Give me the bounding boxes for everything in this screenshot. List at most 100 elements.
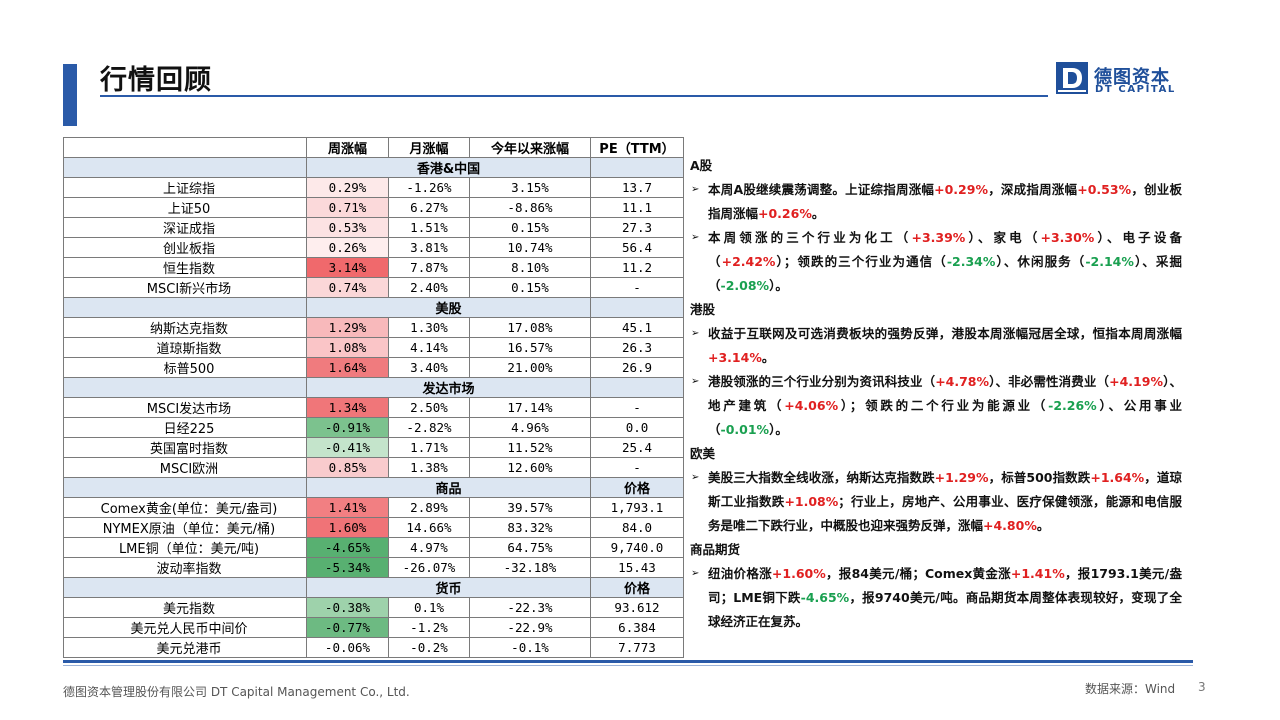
bullet-arrow-icon: ➢ (691, 328, 700, 339)
table-row: 恒生指数 3.14% 7.87% 8.10% 11.2 (63, 257, 684, 278)
monthly-change-cell: -26.07% (388, 557, 470, 578)
ytd-change-cell: 16.57% (469, 337, 591, 358)
row-name-cell: MSCI发达市场 (63, 397, 307, 418)
row-name-cell: 美元兑港币 (63, 637, 307, 658)
commentary-text: ，报1793.1美元/盎司；LME铜下跌 (708, 566, 1182, 605)
pe-price-cell: - (590, 277, 684, 298)
row-name-cell: 上证综指 (63, 177, 307, 198)
monthly-change-cell: 2.50% (388, 397, 470, 418)
commentary-text: ）、采掘（ (708, 254, 1182, 293)
ytd-change-cell: 17.14% (469, 397, 591, 418)
commentary-text: ）、公用事业（ (708, 398, 1182, 437)
title-accent-bar (63, 64, 77, 126)
section-last-header: 价格 (590, 477, 684, 498)
gain-value: +4.80% (983, 518, 1037, 533)
gain-value: +4.78% (935, 374, 990, 389)
table-row: 上证50 0.71% 6.27% -8.86% 11.1 (63, 197, 684, 218)
commentary-text: ）、电子设备（ (708, 230, 1182, 269)
table-row: 美元指数 -0.38% 0.1% -22.3% 93.612 (63, 597, 684, 618)
header-weekly: 周涨幅 (306, 137, 389, 158)
ytd-change-cell: 3.15% (469, 177, 591, 198)
commentary-text: ；行业上，房地产、公用事业、医疗保健领涨，能源和电信服务是唯二下跌行业，中概股也… (708, 494, 1182, 533)
pe-price-cell: 26.9 (590, 357, 684, 378)
monthly-change-cell: -1.2% (388, 617, 470, 638)
ytd-change-cell: -22.3% (469, 597, 591, 618)
commentary-text: 。 (811, 206, 825, 221)
gain-value: +2.42% (721, 254, 776, 269)
table-row: 日经225 -0.91% -2.82% 4.96% 0.0 (63, 417, 684, 438)
row-name-cell: LME铜（单位：美元/吨) (63, 537, 307, 558)
commentary-text: ）、地产建筑（ (708, 374, 1182, 413)
section-blank-cell (63, 297, 307, 318)
section-title: 美股 (306, 297, 591, 318)
table-section-row: 美股 (63, 297, 684, 318)
gain-value: +1.29% (934, 470, 989, 485)
commentary-text: ，报84美元/桶；Comex黄金涨 (825, 566, 1011, 581)
loss-value: -2.08% (720, 278, 770, 293)
footer-source: 数据来源：Wind (1085, 682, 1176, 696)
pe-price-cell: 1,793.1 (590, 497, 684, 518)
ytd-change-cell: 11.52% (469, 437, 591, 458)
section-last-header (590, 377, 684, 398)
monthly-change-cell: 6.27% (388, 197, 470, 218)
ytd-change-cell: 0.15% (469, 217, 591, 238)
pe-price-cell: 0.0 (590, 417, 684, 438)
table-row: MSCI发达市场 1.34% 2.50% 17.14% - (63, 397, 684, 418)
monthly-change-cell: 1.30% (388, 317, 470, 338)
weekly-change-cell: -0.91% (306, 417, 389, 438)
commentary-text: 本周A股继续震荡调整。上证综指周涨幅 (708, 182, 935, 197)
page-title: 行情回顾 (100, 65, 212, 96)
pe-price-cell: 56.4 (590, 237, 684, 258)
row-name-cell: 美元指数 (63, 597, 307, 618)
section-blank-cell (63, 577, 307, 598)
commentary-text: 本周领涨的三个行业为化工（ (708, 230, 912, 245)
gain-value: +1.41% (1010, 566, 1065, 581)
bullet-arrow-icon: ➢ (691, 472, 700, 483)
ytd-change-cell: -0.1% (469, 637, 591, 658)
pe-price-cell: 7.773 (590, 637, 684, 658)
section-last-header: 价格 (590, 577, 684, 598)
ytd-change-cell: 83.32% (469, 517, 591, 538)
monthly-change-cell: -1.26% (388, 177, 470, 198)
loss-value: -4.65% (800, 590, 850, 605)
commentary-text: 。 (761, 350, 775, 365)
table-section-row: 发达市场 (63, 377, 684, 398)
row-name-cell: 道琼斯指数 (63, 337, 307, 358)
weekly-change-cell: 0.85% (306, 457, 389, 478)
ytd-change-cell: 17.08% (469, 317, 591, 338)
pe-price-cell: - (590, 397, 684, 418)
commentary-text: ，报9740美元/吨。商品期货本周整体表现较好，变现了全球经济正在复苏。 (708, 590, 1182, 629)
weekly-change-cell: -4.65% (306, 537, 389, 558)
gain-value: +1.08% (784, 494, 839, 509)
logo-text-cn: 德图资本 (1094, 67, 1170, 88)
table-row: Comex黄金(单位：美元/盎司) 1.41% 2.89% 39.57% 1,793.1 (63, 497, 684, 518)
gain-value: +3.39% (911, 230, 966, 245)
table-row: 波动率指数 -5.34% -26.07% -32.18% 15.43 (63, 557, 684, 578)
commentary-text: 港股领涨的三个行业分别为资讯科技业（ (708, 374, 936, 389)
ytd-change-cell: 4.96% (469, 417, 591, 438)
bullet-arrow-icon: ➢ (691, 568, 700, 579)
commentary-text: 。 (1036, 518, 1050, 533)
loss-value: -2.14% (1085, 254, 1134, 269)
row-name-cell: 创业板指 (63, 237, 307, 258)
commentary-bullet: ➢ 本周领涨的三个行业为化工（+3.39%）、家电（+3.30%）、电子设备（+2… (690, 226, 1182, 298)
monthly-change-cell: 3.40% (388, 357, 470, 378)
table-row: 道琼斯指数 1.08% 4.14% 16.57% 26.3 (63, 337, 684, 358)
table-row: MSCI欧洲 0.85% 1.38% 12.60% - (63, 457, 684, 478)
gain-value: +0.26% (758, 206, 812, 221)
pe-price-cell: 27.3 (590, 217, 684, 238)
ytd-change-cell: 0.15% (469, 277, 591, 298)
weekly-change-cell: 3.14% (306, 257, 389, 278)
header-monthly: 月涨幅 (388, 137, 470, 158)
monthly-change-cell: 7.87% (388, 257, 470, 278)
row-name-cell: NYMEX原油（单位：美元/桶) (63, 517, 307, 538)
ytd-change-cell: 21.00% (469, 357, 591, 378)
monthly-change-cell: 4.97% (388, 537, 470, 558)
footer-divider-thin (63, 665, 1193, 666)
monthly-change-cell: 2.89% (388, 497, 470, 518)
row-name-cell: 标普500 (63, 357, 307, 378)
commentary-text: ）。 (769, 278, 788, 293)
section-blank-cell (63, 157, 307, 178)
commentary-text: 收益于互联网及可选消费板块的强势反弹，港股本周涨幅冠居全球，恒指本周周涨幅 (708, 326, 1182, 341)
row-name-cell: 纳斯达克指数 (63, 317, 307, 338)
